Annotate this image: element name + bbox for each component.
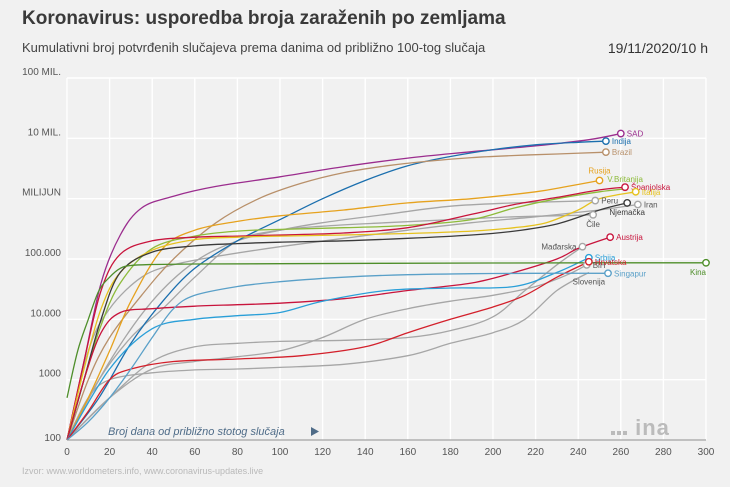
series-line-slovenija [66,271,590,441]
series-label-v-britanija: V.Britanija [607,175,643,184]
axes: 0 20 40 60 80 100 120 140 160 180 200 220 240 260 280 3… [22,67,715,458]
series-line-hrvatska [66,261,590,441]
series-label-austrija: Austrija [616,233,643,242]
series-label-indija: Indija [612,137,632,146]
series-line-mađarska [66,246,583,441]
series-label-španjolska: Španjolska [631,183,671,192]
series-line-bih [66,264,588,441]
x-tick-label: 40 [147,447,159,458]
series-end-marker [591,196,600,205]
series-end-marker [604,269,612,278]
series-label-italija: Italija [642,188,661,197]
series-end-marker [616,129,625,138]
chart-date: 19/11/2020/10 h [607,40,708,56]
series-line-rusija [66,179,600,441]
series-label-sad: SAD [627,130,644,139]
series-end-marker [606,233,615,242]
series-line-njemačka [66,202,628,441]
series-labels: Peru Iran Čile Mađarska BiH Slovenija SADIndij… [541,129,710,286]
logo-mark-icon [611,431,615,435]
x-tick-label: 160 [399,447,416,458]
series-end-marker [702,258,710,267]
series-label-njemačka: Njemačka [609,208,645,217]
series-end-marker [589,210,598,219]
x-tick-label: 80 [232,447,244,458]
series-end-marker [595,176,604,185]
series-line-singapur [66,272,609,441]
series-line-brazil [66,151,606,441]
series-end-marker [621,183,629,192]
y-tick-label: 100.000 [25,248,62,259]
series-line-srbija [66,257,590,441]
series-label-hrvatska: Hrvatska [595,258,627,267]
series-label-bih: BiH [593,261,606,270]
series-label-mađarska: Mađarska [541,243,577,252]
series-lines [66,132,706,441]
x-tick-label: 120 [314,447,331,458]
series-end-marker [601,148,610,157]
x-tick-label: 0 [64,447,70,458]
series-end-marker [623,199,632,207]
logo-text: ina [635,415,670,440]
series-end-marker [578,242,587,251]
x-tick-label: 240 [570,447,587,458]
x-tick-label: 280 [655,447,672,458]
series-line-austrija [66,236,611,441]
y-tick-label: 10 MIL. [28,127,61,138]
source-note: Izvor: www.worldometers.info, www.corona… [22,466,264,476]
series-label-rusija: Rusija [588,167,611,176]
series-line-kina [66,262,706,398]
series-end-marker [633,200,642,209]
series-label-srbija: Srbija [595,254,616,263]
x-axis-label: Broj dana od približno stotog slučaja [108,426,285,438]
series-label-peru: Peru [601,197,618,206]
x-tick-label: 220 [527,447,544,458]
x-tick-label: 260 [612,447,629,458]
logo: ina [610,415,670,441]
series-label-kina: Kina [690,268,707,277]
y-tick-label: MILIJUN [22,188,61,199]
series-label-singapur: Singapur [614,269,646,278]
series-end-marker [584,257,593,266]
series-end-marker [601,137,610,145]
series-end-marker [631,187,640,196]
x-tick-label: 20 [104,447,116,458]
series-line-čile [66,214,594,441]
x-tick-label: 200 [485,447,502,458]
series-line-sad [66,132,621,441]
series-label-slovenija: Slovenija [573,277,606,286]
series-line-indija [66,140,606,441]
x-axis-arrow-icon [311,427,319,436]
y-tick-label: 100 [44,433,61,444]
chart-title: Koronavirus: usporedba broja zaraženih p… [22,8,506,29]
y-tick-label: 100 MIL. [22,67,61,78]
series-line-v-britanija [66,188,626,441]
x-tick-label: 100 [272,447,289,458]
series-line-italija [66,191,636,441]
series-label-brazil: Brazil [612,148,632,157]
series-label-iran: Iran [644,201,658,210]
series-label-čile: Čile [586,220,600,229]
series-line-peru [66,199,596,441]
x-tick-label: 180 [442,447,459,458]
y-tick-label: 10.000 [30,308,61,319]
chart-subtitle: Kumulativni broj potvrđenih slučajeva pr… [22,40,486,55]
y-tick-label: 1000 [39,369,62,380]
x-tick-label: 300 [698,447,715,458]
x-tick-label: 140 [357,447,374,458]
x-tick-label: 60 [189,447,201,458]
